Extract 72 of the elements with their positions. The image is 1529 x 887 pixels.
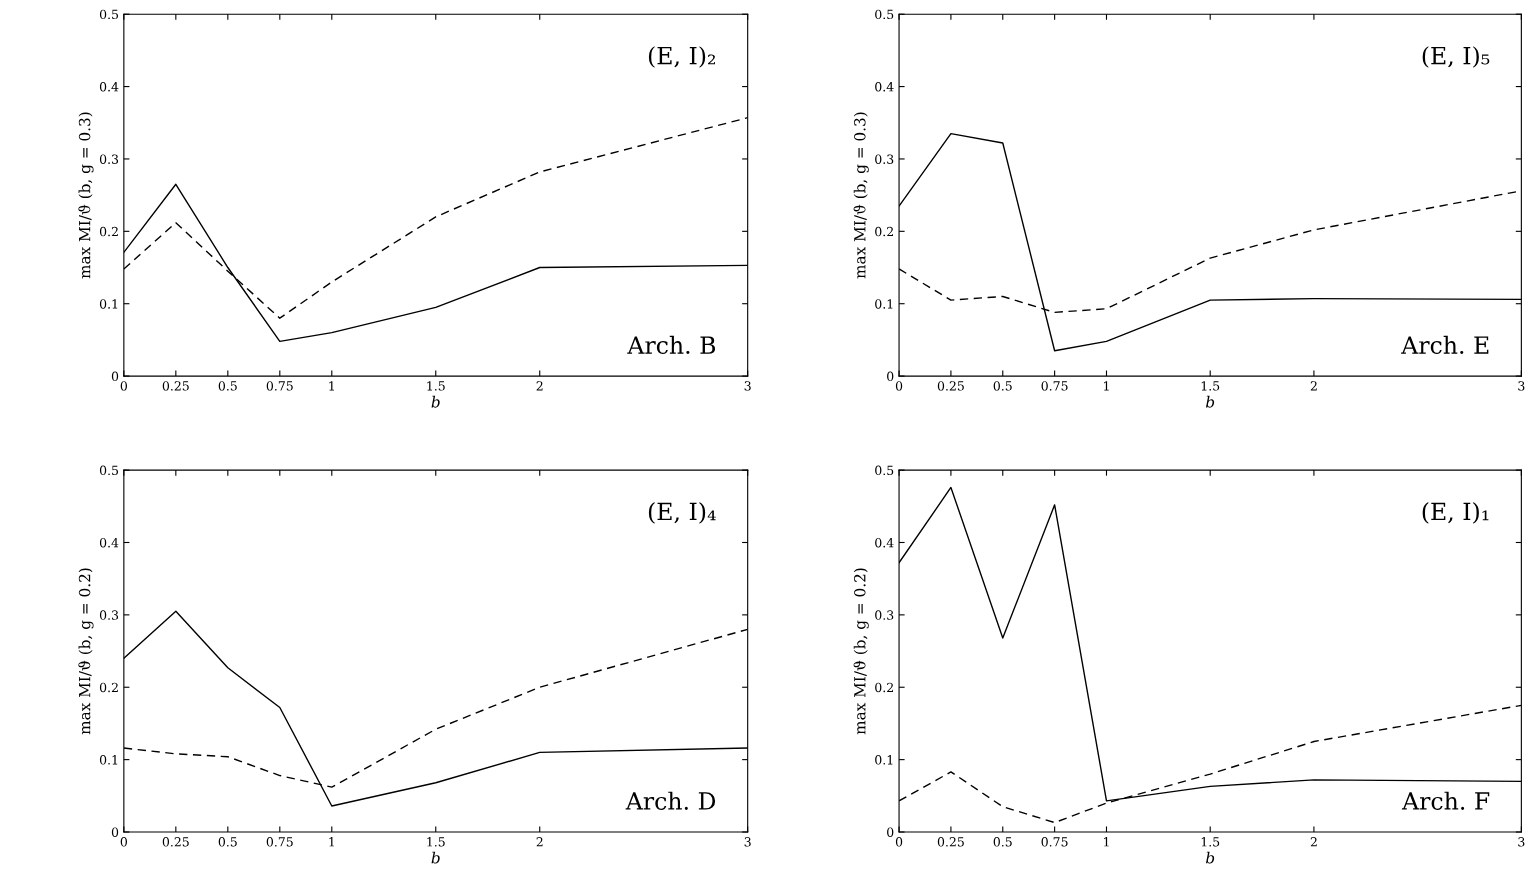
x-tick-label: 2: [1310, 381, 1317, 391]
x-tick-label: 3: [744, 381, 751, 391]
annotation: Arch. B: [627, 335, 716, 354]
y-tick-label: 0.3: [875, 610, 894, 620]
x-tick-label: 0.25: [162, 837, 189, 847]
x-tick-label: 0: [120, 381, 127, 391]
x-tick-label: 1.5: [427, 381, 445, 391]
x-tick-label: 0.75: [266, 381, 293, 391]
y-tick-label: 0.3: [99, 610, 119, 620]
y-tick-label: 0.1: [99, 755, 118, 765]
y-tick-label: 0.2: [875, 226, 893, 237]
y-axis-title: max MI/ϑ (b, g = 0.3): [78, 112, 94, 279]
y-tick-label: 0: [111, 827, 119, 837]
annotation: (E, I)₅: [1422, 46, 1490, 68]
annotation: (E, I)₄: [648, 502, 716, 524]
x-tick-label: 2: [536, 381, 543, 391]
y-tick-label: 0.1: [875, 299, 893, 309]
y-tick-label: 0.2: [875, 682, 893, 693]
x-tick-label: 3: [744, 837, 751, 847]
y-tick-label: 0.4: [99, 537, 119, 548]
y-tick-label: 0: [887, 827, 894, 837]
x-tick-label: 0.25: [162, 381, 189, 391]
y-tick-label: 0.5: [99, 9, 119, 20]
y-axis-title: max MI/ϑ (b, g = 0.2): [853, 568, 869, 735]
y-tick-label: 0.3: [99, 154, 119, 164]
y-tick-label: 0.1: [99, 299, 118, 309]
x-tick-label: 3: [1518, 381, 1525, 391]
x-tick-label: 0.25: [937, 837, 964, 847]
annotation: Arch. F: [1401, 791, 1490, 810]
x-axis-title: b: [1205, 395, 1215, 408]
y-tick-label: 0.4: [875, 537, 894, 548]
x-tick-label: 0.75: [1041, 837, 1068, 847]
x-tick-label: 0.5: [993, 381, 1012, 391]
x-tick-label: 1: [329, 381, 334, 391]
x-tick-label: 0.75: [266, 837, 293, 847]
x-axis-title: b: [1205, 851, 1215, 864]
y-tick-label: 0.5: [875, 465, 894, 476]
x-tick-label: 1.5: [1201, 381, 1220, 391]
annotation: (E, I)₁: [1422, 502, 1489, 524]
x-tick-label: 1.5: [1201, 837, 1220, 847]
x-axis-title: b: [431, 851, 440, 864]
y-tick-label: 0.1: [875, 755, 893, 765]
x-tick-label: 2: [536, 837, 543, 847]
y-tick-label: 0.3: [875, 154, 894, 164]
x-axis-title: b: [431, 395, 440, 408]
x-tick-label: 0: [895, 837, 903, 847]
y-tick-label: 0.5: [99, 465, 119, 476]
y-tick-label: 0: [111, 371, 119, 382]
x-tick-label: 0: [120, 837, 127, 847]
x-tick-label: 0: [895, 381, 903, 391]
x-tick-label: 0.25: [937, 381, 964, 391]
y-tick-label: 0.4: [99, 82, 119, 92]
x-tick-label: 3: [1518, 837, 1525, 847]
x-tick-label: 0.75: [1041, 381, 1068, 391]
x-tick-label: 2: [1310, 837, 1317, 847]
x-tick-label: 1: [1104, 381, 1109, 391]
x-tick-label: 1: [329, 837, 334, 847]
annotation: Arch. D: [625, 791, 716, 810]
y-tick-label: 0.2: [99, 226, 118, 237]
x-tick-label: 0.5: [218, 837, 237, 847]
annotation: Arch. E: [1401, 335, 1489, 354]
y-tick-label: 0.5: [875, 9, 894, 20]
y-tick-label: 0.2: [99, 682, 118, 693]
y-tick-label: 0: [887, 371, 894, 382]
x-tick-label: 1.5: [427, 837, 445, 847]
annotation: (E, I)₂: [648, 46, 715, 68]
y-axis-title: max MI/ϑ (b, g = 0.2): [78, 568, 94, 735]
x-tick-label: 0.5: [993, 837, 1012, 847]
y-tick-label: 0.4: [875, 82, 894, 92]
y-axis-title: max MI/ϑ (b, g = 0.3): [853, 112, 869, 279]
x-tick-label: 0.5: [218, 381, 237, 391]
x-tick-label: 1: [1104, 837, 1109, 847]
